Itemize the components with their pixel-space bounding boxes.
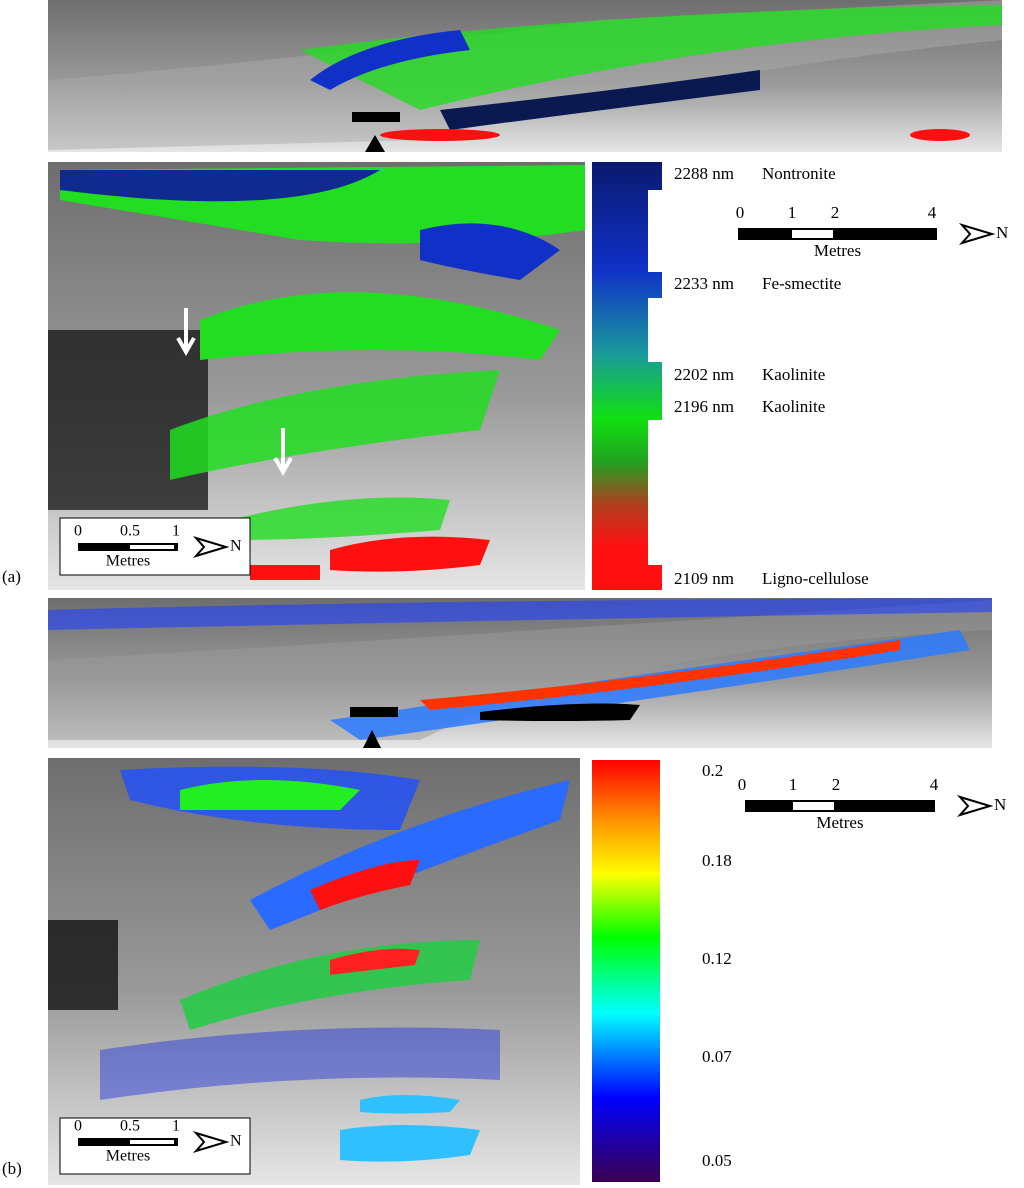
- scale-tick: 1: [172, 1118, 180, 1135]
- legend-wavelength: 2288 nm: [674, 164, 734, 183]
- scale-unit: Metres: [816, 813, 863, 832]
- north-arrow: [956, 795, 994, 817]
- scale-tick: 0.5: [120, 1118, 140, 1135]
- scale-bar-segment: [792, 230, 833, 238]
- scale-tick: 1: [789, 775, 798, 794]
- scale-tick: 2: [832, 775, 841, 794]
- scale-tick: 0: [738, 775, 747, 794]
- colorbar-tick-label: 0.12: [702, 949, 732, 968]
- colorbar-a: [592, 162, 662, 590]
- legend-mineral: Fe-smectite: [762, 274, 841, 293]
- detail-image-b: [48, 758, 580, 1185]
- scale-tick: 4: [930, 775, 939, 794]
- scale-tick: 0: [74, 1118, 82, 1135]
- scale-tick: 0: [736, 203, 745, 222]
- north-label: N: [230, 1133, 242, 1150]
- colorbar-tick-label: 0.07: [702, 1047, 732, 1066]
- legend-mineral: Kaolinite: [762, 365, 825, 384]
- scale-bar-segment: [130, 545, 174, 549]
- scale-tick: 0: [74, 523, 82, 540]
- scale-bar: [78, 1138, 178, 1146]
- legend-wavelength: 2233 nm: [674, 274, 734, 293]
- colorbar-tick-label: 0.2: [702, 761, 723, 780]
- colorbar-tick-label: 0.18: [702, 851, 732, 870]
- north-arrow: [192, 536, 230, 558]
- scale-bar-segment: [130, 1140, 174, 1144]
- legend-mineral: Kaolinite: [762, 397, 825, 416]
- scale-tick: 1: [788, 203, 797, 222]
- scale-unit: Metres: [106, 1148, 150, 1165]
- scale-tick: 1: [172, 523, 180, 540]
- north-arrow: [192, 1131, 230, 1153]
- legend-wavelength: 2196 nm: [674, 397, 734, 416]
- scale-tick: 4: [928, 203, 937, 222]
- north-label: N: [230, 538, 242, 555]
- scale-bar: [78, 543, 178, 551]
- panel-label: (a): [2, 567, 21, 586]
- scale-bar: [745, 800, 935, 812]
- scale-tick: 2: [831, 203, 840, 222]
- overview-image-b: [48, 598, 992, 748]
- detail-image-a: [48, 162, 585, 590]
- colorbar-tick-label: 0.05: [702, 1151, 732, 1170]
- scale-unit: Metres: [106, 553, 150, 570]
- colorbar-b: [592, 760, 660, 1182]
- scale-bar-segment: [793, 802, 834, 810]
- panel-label: (b): [2, 1159, 22, 1178]
- north-label: N: [994, 795, 1006, 814]
- legend-wavelength: 2109 nm: [674, 569, 734, 588]
- north-arrow: [958, 223, 996, 245]
- scale-tick: 0.5: [120, 523, 140, 540]
- overview-image-a: [48, 0, 1002, 152]
- legend-wavelength: 2202 nm: [674, 365, 734, 384]
- scale-unit: Metres: [814, 241, 861, 260]
- legend-mineral: Nontronite: [762, 164, 836, 183]
- scale-bar: [738, 228, 937, 240]
- annotations: (a) (b) 2288 nm Nontronite 2233 nm Fe-smectit…: [2, 164, 1008, 1178]
- legend-mineral: Ligno-cellulose: [762, 569, 869, 588]
- north-label: N: [996, 223, 1008, 242]
